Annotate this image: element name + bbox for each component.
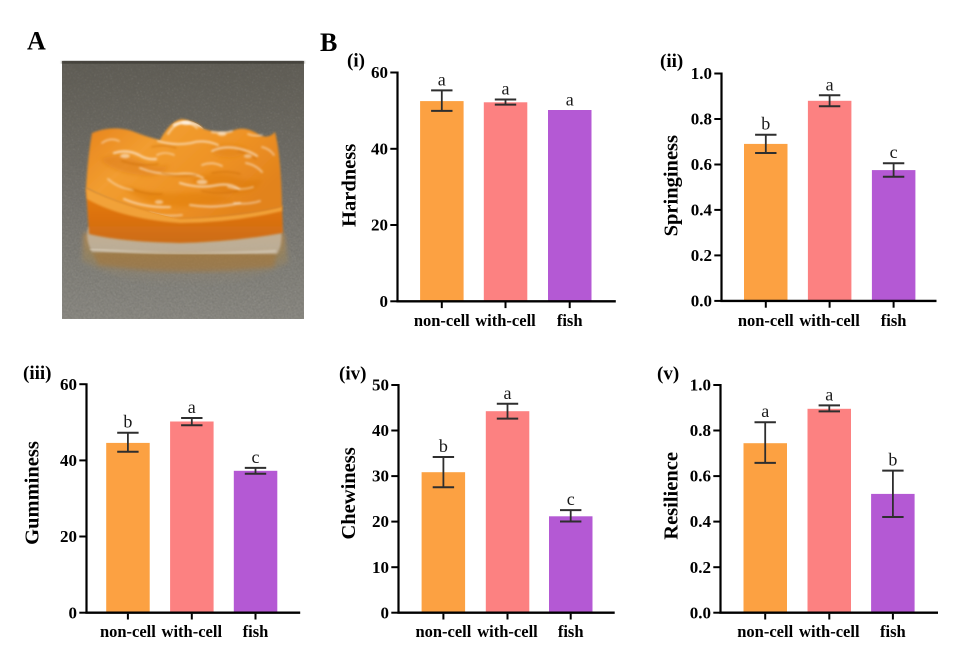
svg-text:0: 0 (381, 603, 390, 622)
svg-text:with-cell: with-cell (162, 622, 223, 641)
svg-text:fish: fish (881, 311, 907, 330)
svg-text:non-cell: non-cell (415, 622, 471, 641)
svg-text:0.8: 0.8 (690, 421, 711, 440)
svg-text:1.0: 1.0 (691, 64, 712, 83)
svg-text:50: 50 (372, 376, 389, 395)
svg-text:0.8: 0.8 (691, 110, 712, 129)
svg-text:20: 20 (372, 512, 389, 531)
svg-text:0.0: 0.0 (690, 603, 711, 622)
svg-text:0.0: 0.0 (691, 292, 712, 311)
svg-text:a: a (826, 74, 834, 94)
svg-text:non-cell: non-cell (737, 622, 793, 641)
svg-text:a: a (566, 90, 574, 110)
svg-text:c: c (567, 489, 575, 509)
svg-text:fish: fish (243, 622, 269, 641)
svg-text:c: c (252, 447, 260, 467)
svg-text:60: 60 (60, 375, 77, 394)
svg-text:0.6: 0.6 (691, 155, 712, 174)
svg-text:fish: fish (557, 311, 583, 330)
svg-text:fish: fish (880, 622, 906, 641)
svg-text:0.6: 0.6 (690, 467, 711, 486)
svg-text:0.4: 0.4 (691, 201, 713, 220)
svg-text:B: B (320, 28, 337, 57)
svg-text:Gumminess: Gumminess (22, 441, 44, 545)
svg-text:Springiness: Springiness (661, 135, 683, 236)
svg-text:0: 0 (380, 292, 389, 311)
svg-text:b: b (439, 436, 448, 456)
svg-text:with-cell: with-cell (475, 311, 536, 330)
svg-text:b: b (123, 412, 132, 432)
svg-text:with-cell: with-cell (477, 622, 538, 641)
svg-text:20: 20 (60, 527, 77, 546)
svg-text:with-cell: with-cell (799, 311, 860, 330)
svg-text:a: a (761, 401, 769, 421)
svg-text:non-cell: non-cell (100, 622, 156, 641)
svg-text:a: a (504, 383, 512, 403)
svg-text:(ii): (ii) (660, 51, 683, 72)
svg-text:A: A (27, 27, 46, 56)
svg-text:with-cell: with-cell (799, 622, 860, 641)
svg-text:20: 20 (371, 216, 388, 235)
svg-text:60: 60 (371, 63, 388, 82)
svg-text:40: 40 (60, 451, 77, 470)
svg-text:30: 30 (372, 467, 389, 486)
svg-text:c: c (890, 142, 898, 162)
svg-text:non-cell: non-cell (738, 311, 794, 330)
svg-text:Resilience: Resilience (661, 452, 683, 540)
svg-text:fish: fish (558, 622, 584, 641)
svg-text:0.4: 0.4 (690, 512, 712, 531)
svg-text:40: 40 (372, 421, 389, 440)
svg-text:0.2: 0.2 (690, 558, 711, 577)
svg-text:Chewiness: Chewiness (338, 447, 360, 539)
svg-text:non-cell: non-cell (414, 311, 470, 330)
svg-text:b: b (761, 114, 770, 134)
svg-text:a: a (438, 69, 446, 89)
svg-text:a: a (188, 397, 196, 417)
svg-text:Hardness: Hardness (339, 144, 361, 227)
svg-text:(v): (v) (657, 363, 679, 384)
svg-text:b: b (888, 450, 897, 470)
svg-text:40: 40 (371, 139, 388, 158)
svg-text:10: 10 (372, 558, 389, 577)
svg-text:1.0: 1.0 (690, 376, 711, 395)
svg-text:(i): (i) (347, 51, 365, 72)
svg-text:a: a (825, 384, 833, 404)
svg-text:0.2: 0.2 (691, 246, 712, 265)
svg-text:a: a (502, 79, 510, 99)
svg-text:(iii): (iii) (23, 363, 52, 384)
svg-text:(iv): (iv) (339, 363, 366, 384)
svg-text:0: 0 (69, 603, 78, 622)
